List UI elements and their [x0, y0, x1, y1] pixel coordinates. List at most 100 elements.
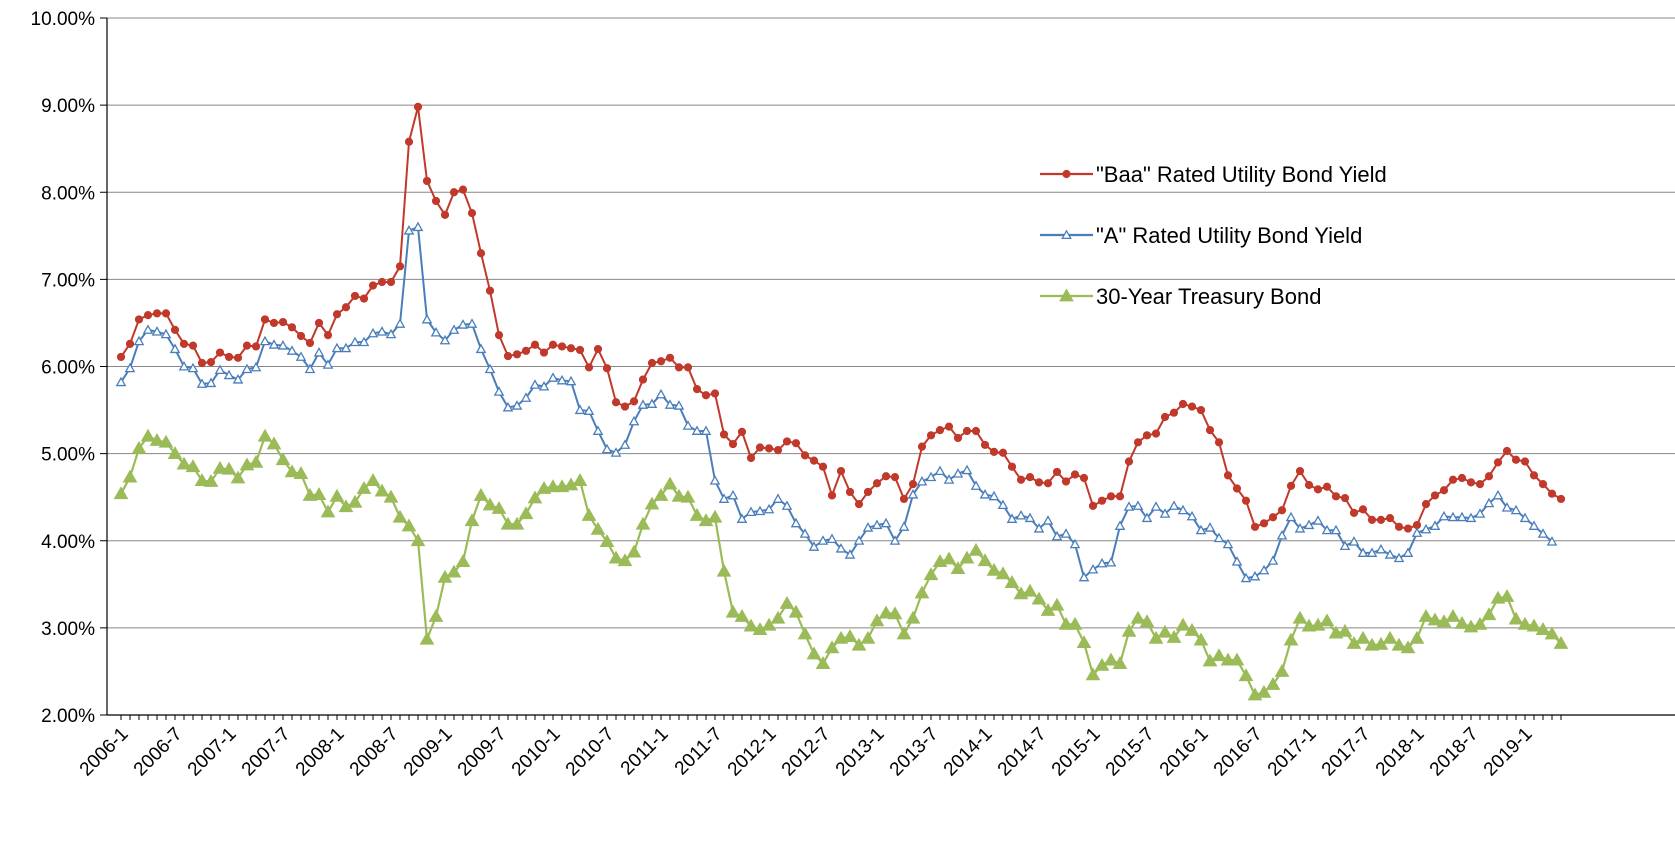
data-point-a	[1447, 511, 1459, 522]
data-point-baa	[1304, 480, 1314, 490]
data-point-baa	[557, 342, 567, 351]
data-point-baa	[1088, 501, 1098, 510]
y-tick-label: 7.00%	[41, 270, 95, 291]
data-point-treasury	[1175, 617, 1191, 631]
data-point-baa	[575, 345, 585, 355]
x-tick-label: 2009-1	[400, 724, 457, 781]
data-point-a	[286, 345, 298, 355]
data-point-treasury	[1337, 623, 1353, 637]
data-point-treasury	[707, 509, 723, 523]
data-point-a	[1150, 501, 1162, 511]
data-point-a	[799, 528, 811, 538]
data-point-a	[1420, 523, 1432, 534]
data-point-baa	[530, 340, 540, 349]
data-point-a	[1465, 512, 1477, 523]
data-point-baa	[818, 462, 828, 471]
data-point-baa	[395, 262, 405, 271]
data-point-baa	[683, 363, 693, 372]
data-point-baa	[1313, 485, 1323, 494]
data-point-treasury	[446, 564, 462, 578]
data-point-treasury	[203, 473, 219, 487]
data-point-a	[178, 360, 190, 371]
data-point-a	[160, 328, 172, 339]
data-point-treasury	[158, 434, 174, 448]
data-point-a	[232, 374, 244, 384]
data-point-treasury	[635, 516, 651, 530]
x-tick-label: 2010-1	[508, 724, 565, 781]
data-point-baa	[935, 426, 945, 435]
data-point-treasury	[221, 461, 237, 475]
data-point-treasury	[1535, 622, 1551, 635]
data-point-baa	[548, 340, 558, 349]
data-point-baa	[1277, 506, 1287, 515]
data-point-a	[1321, 524, 1333, 535]
data-point-baa	[278, 317, 288, 327]
data-point-baa	[386, 277, 396, 287]
data-point-a	[871, 519, 883, 530]
data-point-baa	[917, 442, 927, 451]
data-point-treasury	[581, 507, 597, 521]
data-point-baa	[359, 294, 369, 303]
data-point-baa	[1331, 492, 1341, 501]
data-point-treasury	[1103, 652, 1119, 666]
data-point-baa	[305, 338, 315, 348]
data-point-a	[565, 375, 577, 386]
data-point-baa	[1421, 500, 1431, 509]
data-point-treasury	[500, 516, 516, 530]
data-point-a	[295, 351, 307, 361]
data-point-treasury	[473, 487, 489, 501]
legend-swatch-marker	[1059, 288, 1074, 302]
data-point-a	[1483, 497, 1495, 508]
legend-label-baa: "Baa" Rated Utility Bond Yield	[1096, 162, 1387, 187]
data-point-treasury	[1553, 636, 1569, 649]
data-point-a	[808, 541, 820, 551]
data-point-baa	[512, 350, 522, 359]
data-point-treasury	[365, 473, 381, 487]
data-point-a	[304, 363, 316, 374]
data-point-treasury	[779, 595, 795, 609]
data-point-a	[637, 399, 649, 409]
data-point-baa	[1079, 473, 1089, 483]
data-point-baa	[890, 473, 900, 482]
x-tick-label: 2016-7	[1210, 724, 1267, 781]
data-point-treasury	[851, 637, 867, 651]
data-point-baa	[494, 331, 504, 340]
data-point-a	[1006, 513, 1018, 523]
data-point-baa	[1430, 491, 1440, 500]
data-point-a	[1060, 528, 1072, 538]
data-point-baa	[116, 352, 126, 362]
data-point-baa	[242, 341, 252, 350]
data-point-treasury	[761, 617, 777, 631]
x-tick-label: 2008-1	[292, 724, 349, 781]
data-point-baa	[1070, 470, 1080, 479]
data-point-treasury	[122, 469, 138, 483]
axes: 2.00% 3.00% 4.00% 5.00% 6.00% 7.00% 8.00% 9.00%…	[31, 9, 1675, 780]
data-point-baa	[1286, 481, 1296, 490]
data-point-a	[1456, 511, 1468, 522]
data-point-baa	[458, 185, 468, 194]
data-point-baa	[1115, 492, 1125, 501]
y-tick-label: 3.00%	[41, 619, 95, 640]
data-point-baa	[629, 397, 639, 406]
data-point-a	[844, 549, 856, 559]
data-point-a	[1051, 530, 1063, 541]
data-point-treasury	[815, 656, 831, 669]
data-point-treasury	[995, 566, 1011, 580]
data-point-baa	[710, 389, 720, 398]
data-point-treasury	[374, 483, 390, 497]
data-point-baa	[503, 351, 513, 361]
data-point-baa	[1349, 508, 1359, 517]
data-point-a	[1411, 527, 1423, 537]
data-point-baa	[863, 487, 873, 497]
data-point-treasury	[878, 605, 894, 619]
data-point-treasury	[1085, 667, 1101, 681]
data-point-treasury	[689, 507, 705, 521]
x-tick-label: 2017-7	[1318, 724, 1375, 781]
data-point-baa	[1124, 457, 1134, 466]
data-point-a	[115, 376, 127, 387]
data-point-a	[682, 420, 694, 430]
data-point-treasury	[905, 610, 921, 624]
data-point-treasury	[1319, 613, 1335, 627]
data-point-treasury	[923, 567, 939, 581]
data-point-a	[1024, 512, 1036, 523]
